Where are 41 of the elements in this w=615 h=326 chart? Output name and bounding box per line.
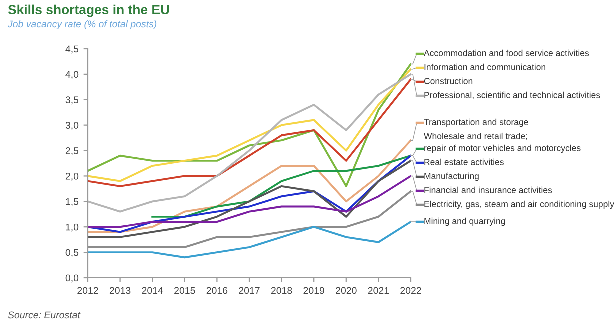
chart-subtitle: Job vacancy rate (% of total posts)	[8, 20, 157, 30]
y-tick-label: 2,0	[66, 172, 79, 181]
line-series	[88, 73, 411, 213]
x-tick-label: 2014	[142, 287, 164, 294]
y-tick-label: 1,5	[66, 198, 79, 206]
legend-label: Mining and quarrying	[424, 218, 506, 226]
x-tick-label: 2017	[239, 287, 260, 294]
legend-label: Financial and insurance activities	[424, 186, 552, 194]
y-tick-label: 4,5	[66, 46, 79, 54]
legend-label: Wholesale and retail trade; repair of motor vehicles and motorcycles	[424, 132, 581, 154]
y-tick-label: 0,5	[66, 249, 79, 258]
x-tick-label: 2015	[174, 287, 196, 294]
x-tick-label: 2019	[304, 287, 324, 294]
x-tick-label: 2012	[78, 287, 98, 294]
source-note: Source: Eurostat	[8, 312, 81, 319]
y-tick-label: 1,0	[66, 224, 79, 232]
line-series	[88, 221, 411, 259]
legend-label: Transportation and storage	[424, 118, 528, 128]
legend-label: Construction	[424, 78, 473, 84]
legend-label: Manufacturing	[424, 172, 479, 182]
x-tick-label: 2016	[206, 287, 228, 294]
chart-title: Skills shortages in the EU	[8, 4, 170, 18]
legend-label: Electricity, gas, steam and air conditioning supply	[424, 200, 614, 210]
x-tick-label: 2022	[400, 287, 422, 294]
x-tick-label: 2020	[336, 287, 357, 294]
y-tick-label: 0,0	[66, 274, 79, 283]
legend-label: Information and communication	[424, 64, 546, 70]
y-tick-label: 4,0	[66, 71, 79, 80]
line-series	[152, 154, 411, 218]
x-tick-label: 2013	[110, 287, 131, 294]
y-tick-label: 3,0	[66, 122, 79, 130]
x-tick-label: 2021	[368, 287, 390, 294]
y-tick-label: 3,5	[66, 96, 79, 105]
line-series	[88, 190, 411, 248]
legend-label: Accommodation and food service activities	[424, 50, 590, 56]
line-series	[88, 140, 411, 234]
legend-label: Professional, scientific and technical activities	[424, 92, 600, 100]
x-tick-label: 2018	[271, 287, 292, 294]
legend-label: Real estate activities	[424, 158, 504, 166]
line-series	[88, 175, 411, 228]
y-tick-label: 2,5	[66, 148, 79, 156]
